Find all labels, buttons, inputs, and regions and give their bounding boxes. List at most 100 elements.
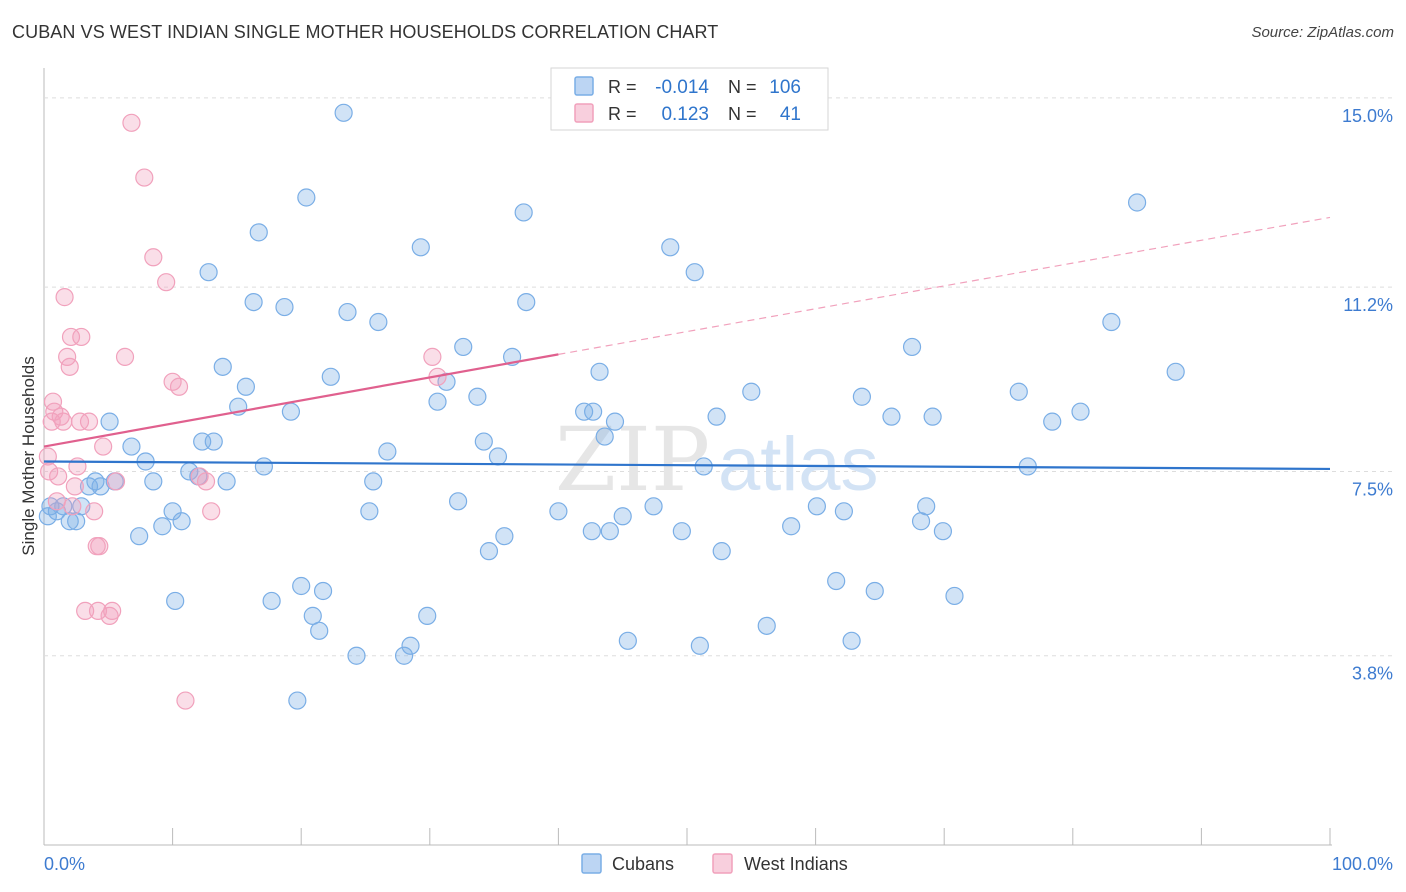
cuban-point [275,297,294,317]
cuban-point [712,542,731,561]
cuban-point [842,631,861,650]
cuban-point [292,576,311,596]
west-indian-point [40,462,59,481]
cuban-point [130,527,149,546]
cuban-point [199,263,218,282]
west-indian-point [157,273,176,292]
west-indian-point [94,437,113,456]
source-label: Source: ZipAtlas.com [1251,24,1394,41]
cuban-point [1009,382,1028,401]
chart-title: CUBAN VS WEST INDIAN SINGLE MOTHER HOUSE… [12,22,719,42]
west-indian-point [115,347,135,366]
cuban-point [605,412,625,431]
legend-r-value-cubans: -0.014 [655,77,709,98]
west-indian-point [51,407,70,426]
trend-line-west-indians-extended [558,216,1331,355]
cuban-point [479,542,499,561]
cuban-point [582,522,601,541]
cuban-point [249,223,268,242]
west-indian-point [423,347,442,366]
cuban-point [100,412,119,431]
gridlines [44,97,1392,657]
cuban-point [244,292,263,312]
cuban-point [742,382,761,401]
west-indian-point [122,113,141,132]
cuban-point [865,581,884,601]
legend-r-label-west-indians: R = [608,104,637,124]
cuban-point [288,691,307,710]
y-tick-label: 11.2% [1343,295,1393,315]
cuban-point [163,502,182,521]
cuban-point [514,203,533,222]
west-indian-point [106,472,126,491]
west-indian-point [76,601,95,621]
west-indian-point [176,691,195,710]
cuban-point [757,616,776,635]
cuban-point [334,103,353,122]
cuban-point [590,362,609,381]
west-indian-point [202,502,221,521]
cuban-point [672,522,691,541]
cuban-point [600,522,619,541]
cuban-point [236,377,256,396]
cuban-point [262,591,281,611]
cuban-point [613,507,632,526]
cuban-point [618,631,637,650]
watermark-zip: ZIP [555,408,710,511]
cuban-point [945,586,964,606]
cuban-point [297,188,316,207]
west-indian-point [196,472,216,491]
west-indian-point [79,412,99,431]
cuban-point [917,497,936,516]
cuban-point [584,402,603,421]
legend-swatch-cubans [574,76,594,96]
cuban-point [1102,312,1121,332]
west-indian-point [61,327,81,347]
y-tick-label: 15.0% [1342,106,1393,126]
cuban-point [204,432,223,451]
cuban-point [418,606,437,625]
cuban-point [310,621,329,640]
legend-r-value-west-indians: 0.123 [661,104,709,125]
cuban-point [454,337,473,357]
west-indian-point [55,288,74,307]
cuban-point [474,432,493,451]
legend-n-value-cubans: 106 [769,77,801,98]
x-ticks [172,828,1331,845]
legend-r-label-cubans: R = [608,77,637,97]
cuban-point [923,407,942,426]
west-indian-point [88,601,108,621]
cuban-point [685,263,704,282]
cuban-point [122,437,141,456]
cuban-point [254,457,274,476]
y-tick-label: 7.5% [1352,479,1393,499]
cuban-point [1127,193,1147,212]
west-indian-point [54,412,73,431]
cuban-point [852,387,871,406]
cuban-point [933,522,953,541]
cuban-point [172,512,191,531]
cuban-point [394,646,414,665]
west-indian-point [63,497,82,516]
x-tick-label-min: 0.0% [44,854,85,874]
cuban-point [694,457,713,476]
cuban-point [338,302,357,322]
cuban-point [144,472,163,491]
cuban-point [166,591,185,611]
cuban-point [437,372,456,391]
legend-n-value-west-indians: 41 [780,104,801,125]
cuban-point [1166,362,1185,381]
cuban-point [347,646,366,665]
bottom-legend-swatch-cubans [581,853,602,874]
cuban-point [369,312,388,332]
west-indian-point [135,168,154,187]
cuban-point [488,447,508,466]
y-axis-label: Single Mother Households [19,356,38,555]
west-indian-point [60,357,79,376]
legend-swatch-west-indians [574,103,594,123]
cuban-point [217,472,236,491]
x-tick-label-max: 100.0% [1332,854,1393,874]
cuban-point [690,636,709,655]
cuban-point [153,517,172,536]
stats-legend: R = -0.014 N = 106 R = 0.123 N = 41 [550,67,829,131]
